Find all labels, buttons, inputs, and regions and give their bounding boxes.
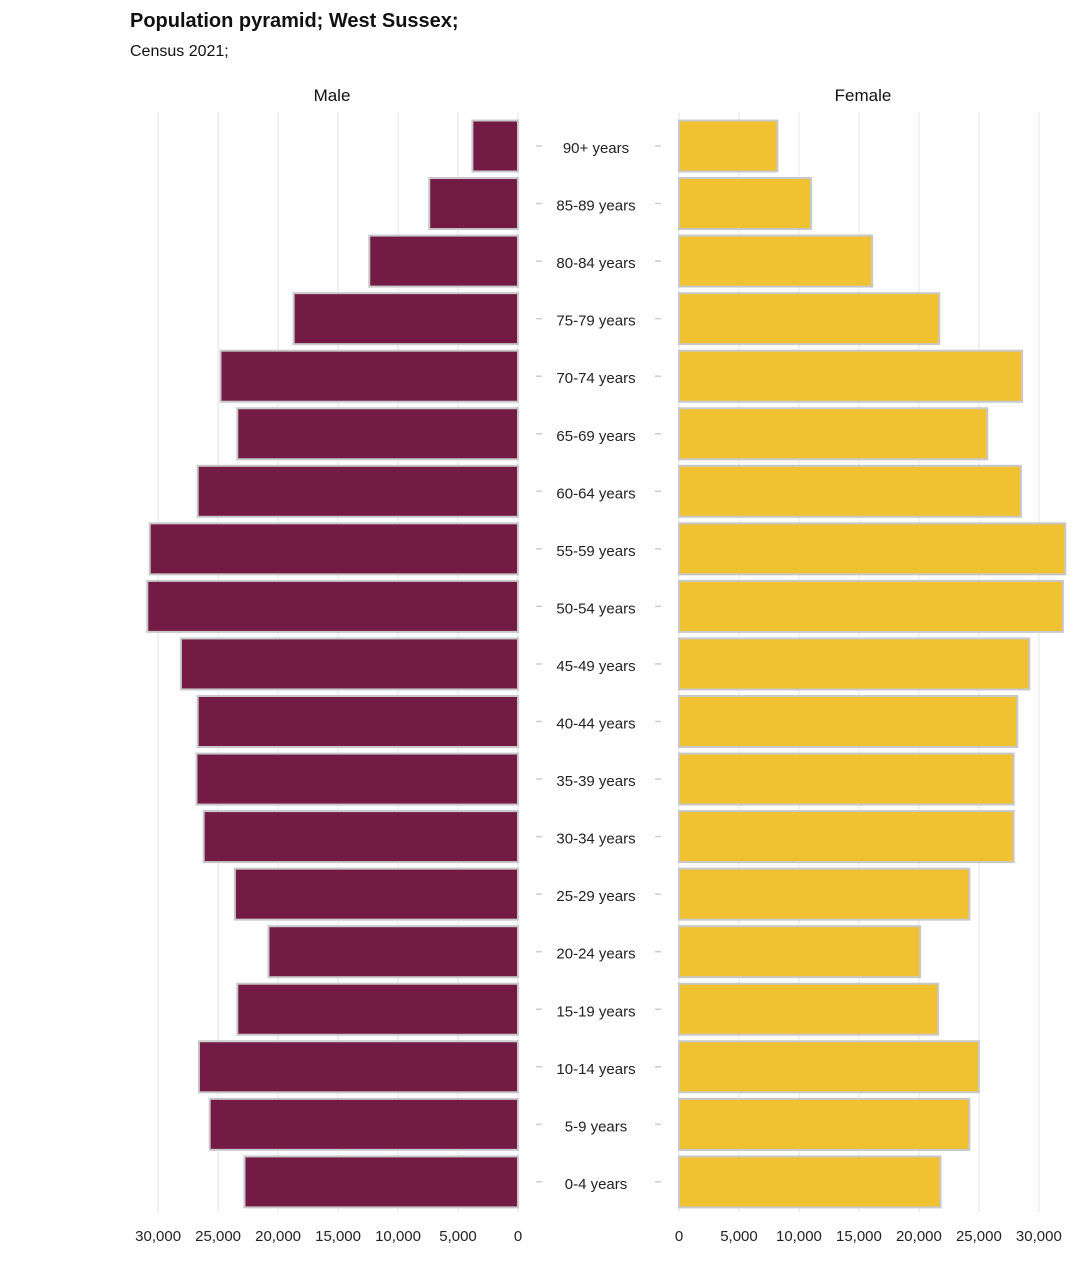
female-panel-label: Female (835, 86, 892, 105)
female-bar (678, 982, 940, 1036)
female-bar (678, 1155, 942, 1209)
female-x-tick-label: 0 (675, 1228, 683, 1245)
age-group-label: 90+ years (563, 140, 629, 157)
female-x-tick-label: 10,000 (776, 1228, 822, 1245)
age-group-label: 80-84 years (556, 255, 635, 272)
female-bar (678, 1097, 971, 1151)
male-bar (236, 407, 519, 461)
female-bar (678, 1040, 980, 1094)
female-bar (678, 407, 989, 461)
age-group-label: 60-64 years (556, 485, 635, 502)
female-bar (678, 119, 779, 173)
male-bar (428, 177, 520, 231)
male-bar (471, 119, 519, 173)
female-bar (678, 752, 1015, 806)
female-bar (678, 464, 1022, 518)
age-group-label: 40-44 years (556, 716, 635, 733)
male-bar (146, 579, 519, 633)
male-bar (219, 349, 519, 403)
age-group-label: 45-49 years (556, 658, 635, 675)
male-bar (208, 1097, 520, 1151)
age-group-label: 70-74 years (556, 370, 635, 387)
age-group-label: 0-4 years (565, 1176, 628, 1193)
male-x-tick-label: 20,000 (255, 1228, 301, 1245)
age-group-label: 35-39 years (556, 773, 635, 790)
age-group-label: 65-69 years (556, 428, 635, 445)
female-bar (678, 522, 1067, 576)
male-bar (243, 1155, 519, 1209)
male-x-tick-label: 0 (514, 1228, 522, 1245)
chart-title: Population pyramid; West Sussex; (130, 10, 459, 32)
age-group-label: 15-19 years (556, 1003, 635, 1020)
age-group-label: 30-34 years (556, 831, 635, 848)
female-bar (678, 234, 874, 288)
chart-subtitle: Census 2021; (130, 43, 229, 60)
male-x-tick-label: 30,000 (135, 1228, 181, 1245)
female-bar (678, 925, 922, 979)
age-group-label: 55-59 years (556, 543, 635, 560)
female-x-tick-label: 5,000 (720, 1228, 758, 1245)
female-x-tick-label: 20,000 (896, 1228, 942, 1245)
male-bar (233, 867, 519, 921)
male-bar (368, 234, 519, 288)
age-group-label: 75-79 years (556, 313, 635, 330)
age-group-label: 20-24 years (556, 946, 635, 963)
female-bar (678, 349, 1024, 403)
male-bar (196, 695, 520, 748)
male-x-tick-label: 10,000 (375, 1228, 421, 1245)
female-x-tick-label: 15,000 (836, 1228, 882, 1245)
male-bar (148, 522, 519, 576)
female-bar (678, 579, 1064, 633)
female-bar (678, 292, 941, 346)
age-group-label: 50-54 years (556, 600, 635, 617)
female-x-tick-label: 25,000 (956, 1228, 1002, 1245)
female-x-tick-label: 30,000 (1016, 1228, 1062, 1245)
male-bar (196, 464, 520, 518)
age-group-label: 10-14 years (556, 1061, 635, 1078)
male-x-tick-label: 25,000 (195, 1228, 241, 1245)
male-bar (197, 1040, 519, 1094)
male-bar (179, 637, 519, 691)
male-bar (267, 925, 519, 979)
male-x-tick-label: 15,000 (315, 1228, 361, 1245)
age-group-label: 85-89 years (556, 198, 635, 215)
age-group-label: 25-29 years (556, 888, 635, 905)
female-bar (678, 695, 1019, 748)
male-x-tick-label: 5,000 (439, 1228, 477, 1245)
female-bar (678, 637, 1031, 691)
female-bar (678, 867, 971, 921)
female-bar (678, 177, 812, 231)
male-bar (292, 292, 519, 346)
male-bar (195, 752, 519, 806)
male-panel-label: Male (314, 86, 351, 105)
male-bar (236, 982, 519, 1036)
male-bar (202, 810, 519, 864)
female-bar (678, 810, 1015, 864)
age-group-label: 5-9 years (565, 1118, 628, 1135)
